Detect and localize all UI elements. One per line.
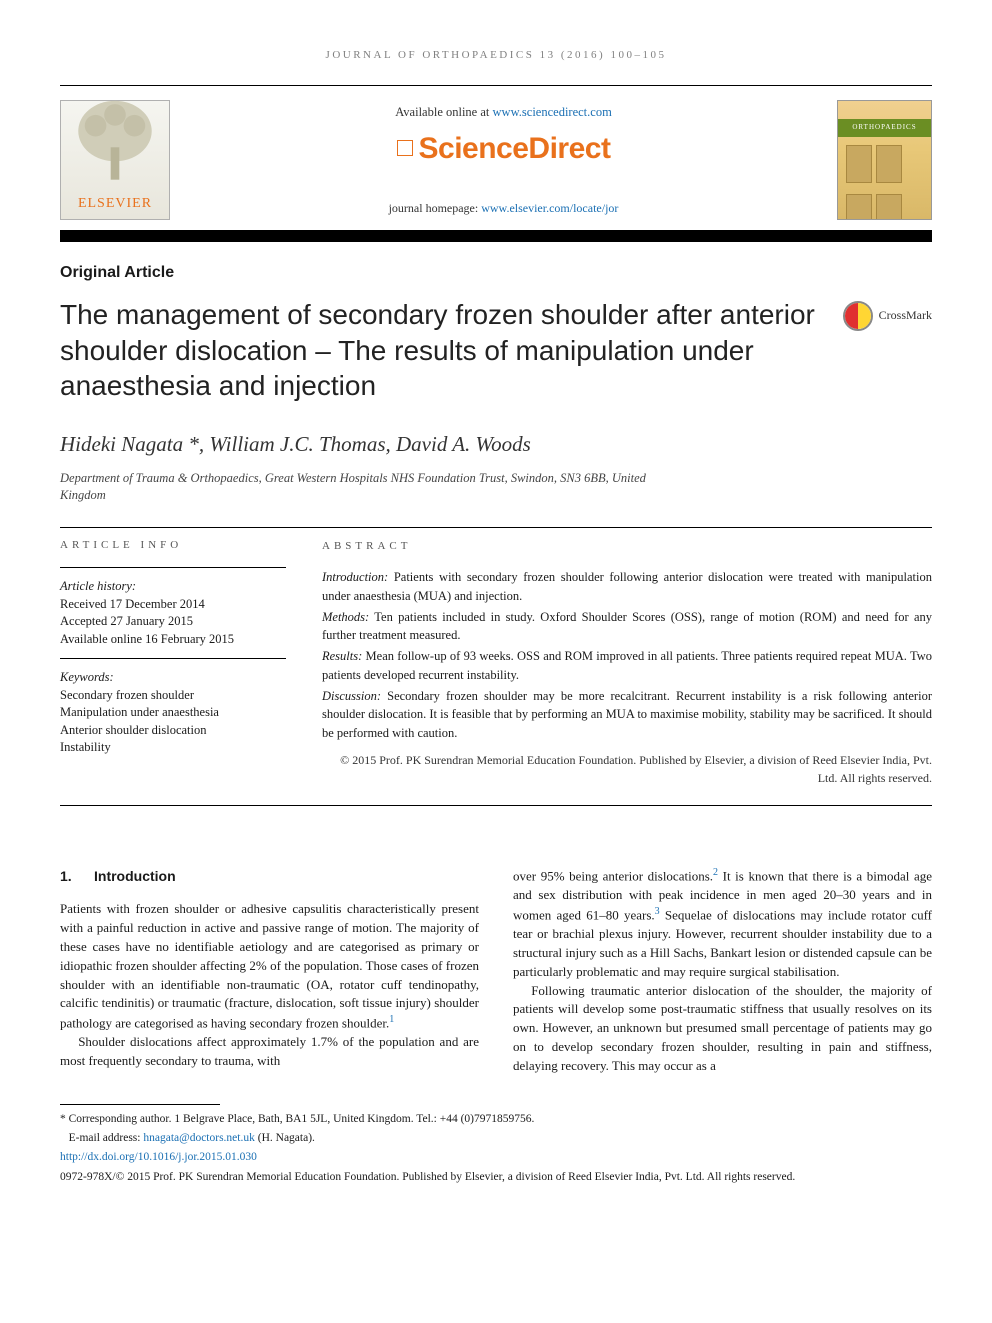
abstract-intro-text: Patients with secondary frozen shoulder … [322, 570, 932, 603]
body-paragraph: over 95% being anterior dislocations.2 I… [513, 866, 932, 982]
sciencedirect-logo[interactable]: ScienceDirect [397, 128, 611, 170]
left-column: 1.Introduction Patients with frozen shou… [60, 866, 479, 1076]
abstract-methods-label: Methods: [322, 610, 369, 624]
abstract-intro-label: Introduction: [322, 570, 388, 584]
tree-icon [61, 90, 169, 194]
body-paragraph: Shoulder dislocations affect approximate… [60, 1033, 479, 1071]
article-title: The management of secondary frozen shoul… [60, 297, 823, 404]
keyword: Manipulation under anaesthesia [60, 704, 286, 722]
article-history-label: Article history: [60, 578, 286, 596]
abstract-discussion-text: Secondary frozen shoulder may be more re… [322, 689, 932, 741]
email-label: E-mail address: [69, 1132, 144, 1144]
corresponding-author: * Corresponding author. 1 Belgrave Place… [60, 1111, 932, 1128]
sd-flag-icon [397, 140, 413, 156]
abstract-copyright: © 2015 Prof. PK Surendran Memorial Educa… [322, 751, 932, 787]
elsevier-tree-icon [61, 90, 169, 194]
journal-cover-thumbnail[interactable]: ORTHOPAEDICS [837, 100, 932, 220]
abstract-results: Results: Mean follow-up of 93 weeks. OSS… [322, 647, 932, 685]
history-received: Received 17 December 2014 [60, 596, 286, 614]
journal-homepage-line: journal homepage: www.elsevier.com/locat… [170, 200, 837, 217]
crossmark-icon [843, 301, 873, 331]
journal-homepage-link[interactable]: www.elsevier.com/locate/jor [481, 201, 618, 215]
abstract-discussion: Discussion: Secondary frozen shoulder ma… [322, 687, 932, 743]
email-tail: (H. Nagata). [255, 1132, 315, 1144]
article-info-column: ARTICLE INFO Article history: Received 1… [60, 538, 286, 787]
section-heading: 1.Introduction [60, 866, 479, 886]
body-text: Shoulder dislocations affect approximate… [60, 1034, 479, 1068]
meta-top-rule [60, 527, 932, 528]
article-type: Original Article [60, 262, 932, 284]
sd-logo-text: ScienceDirect [419, 132, 611, 165]
body-paragraph: Patients with frozen shoulder or adhesiv… [60, 900, 479, 1033]
running-head: JOURNAL OF ORTHOPAEDICS 13 (2016) 100–10… [60, 48, 932, 63]
elsevier-logo: ELSEVIER [60, 100, 170, 220]
affiliation: Department of Trauma & Orthopaedics, Gre… [60, 470, 660, 505]
keywords-label: Keywords: [60, 669, 286, 687]
email-link[interactable]: hnagata@doctors.net.uk [143, 1132, 255, 1144]
body-columns: 1.Introduction Patients with frozen shou… [60, 866, 932, 1076]
abstract-methods-text: Ten patients included in study. Oxford S… [322, 610, 932, 643]
abstract-methods: Methods: Ten patients included in study.… [322, 608, 932, 646]
keyword: Anterior shoulder dislocation [60, 722, 286, 740]
abstract-bottom-rule [60, 805, 932, 806]
article-info-head: ARTICLE INFO [60, 538, 286, 553]
email-row: E-mail address: hnagata@doctors.net.uk (… [60, 1130, 932, 1147]
citation-link[interactable]: 1 [389, 1014, 394, 1025]
author-list: Hideki Nagata *, William J.C. Thomas, Da… [60, 430, 932, 459]
black-separator-bar [60, 230, 932, 242]
abstract-column: ABSTRACT Introduction: Patients with sec… [322, 538, 932, 787]
doi-link[interactable]: http://dx.doi.org/10.1016/j.jor.2015.01.… [60, 1151, 257, 1163]
crossmark-widget[interactable]: CrossMark [843, 301, 932, 331]
homepage-label: journal homepage: [389, 201, 482, 215]
sciencedirect-link[interactable]: www.sciencedirect.com [493, 105, 612, 119]
abstract-results-text: Mean follow-up of 93 weeks. OSS and ROM … [322, 649, 932, 682]
abstract-discussion-label: Discussion: [322, 689, 381, 703]
issn-copyright: 0972-978X/© 2015 Prof. PK Surendran Memo… [60, 1169, 932, 1186]
available-text: Available online at [395, 105, 492, 119]
history-online: Available online 16 February 2015 [60, 631, 286, 649]
footnote-rule [60, 1104, 220, 1105]
keyword: Instability [60, 739, 286, 757]
abstract-head: ABSTRACT [322, 538, 932, 555]
journal-cover-art [844, 143, 925, 213]
history-accepted: Accepted 27 January 2015 [60, 613, 286, 631]
abstract-intro: Introduction: Patients with secondary fr… [322, 568, 932, 606]
body-paragraph: Following traumatic anterior dislocation… [513, 982, 932, 1076]
body-text: Patients with frozen shoulder or adhesiv… [60, 901, 479, 1030]
masthead: ELSEVIER Available online at www.science… [60, 86, 932, 230]
journal-cover-title: ORTHOPAEDICS [838, 119, 931, 137]
right-column: over 95% being anterior dislocations.2 I… [513, 866, 932, 1076]
abstract-results-label: Results: [322, 649, 362, 663]
footnotes: * Corresponding author. 1 Belgrave Place… [60, 1111, 932, 1186]
elsevier-wordmark: ELSEVIER [78, 194, 152, 214]
author-names: Hideki Nagata *, William J.C. Thomas, Da… [60, 432, 531, 456]
body-text: over 95% being anterior dislocations. [513, 868, 713, 883]
section-number: 1. [60, 866, 94, 886]
available-online-line: Available online at www.sciencedirect.co… [170, 104, 837, 122]
crossmark-label: CrossMark [879, 307, 932, 324]
keyword: Secondary frozen shoulder [60, 687, 286, 705]
section-title: Introduction [94, 868, 176, 884]
